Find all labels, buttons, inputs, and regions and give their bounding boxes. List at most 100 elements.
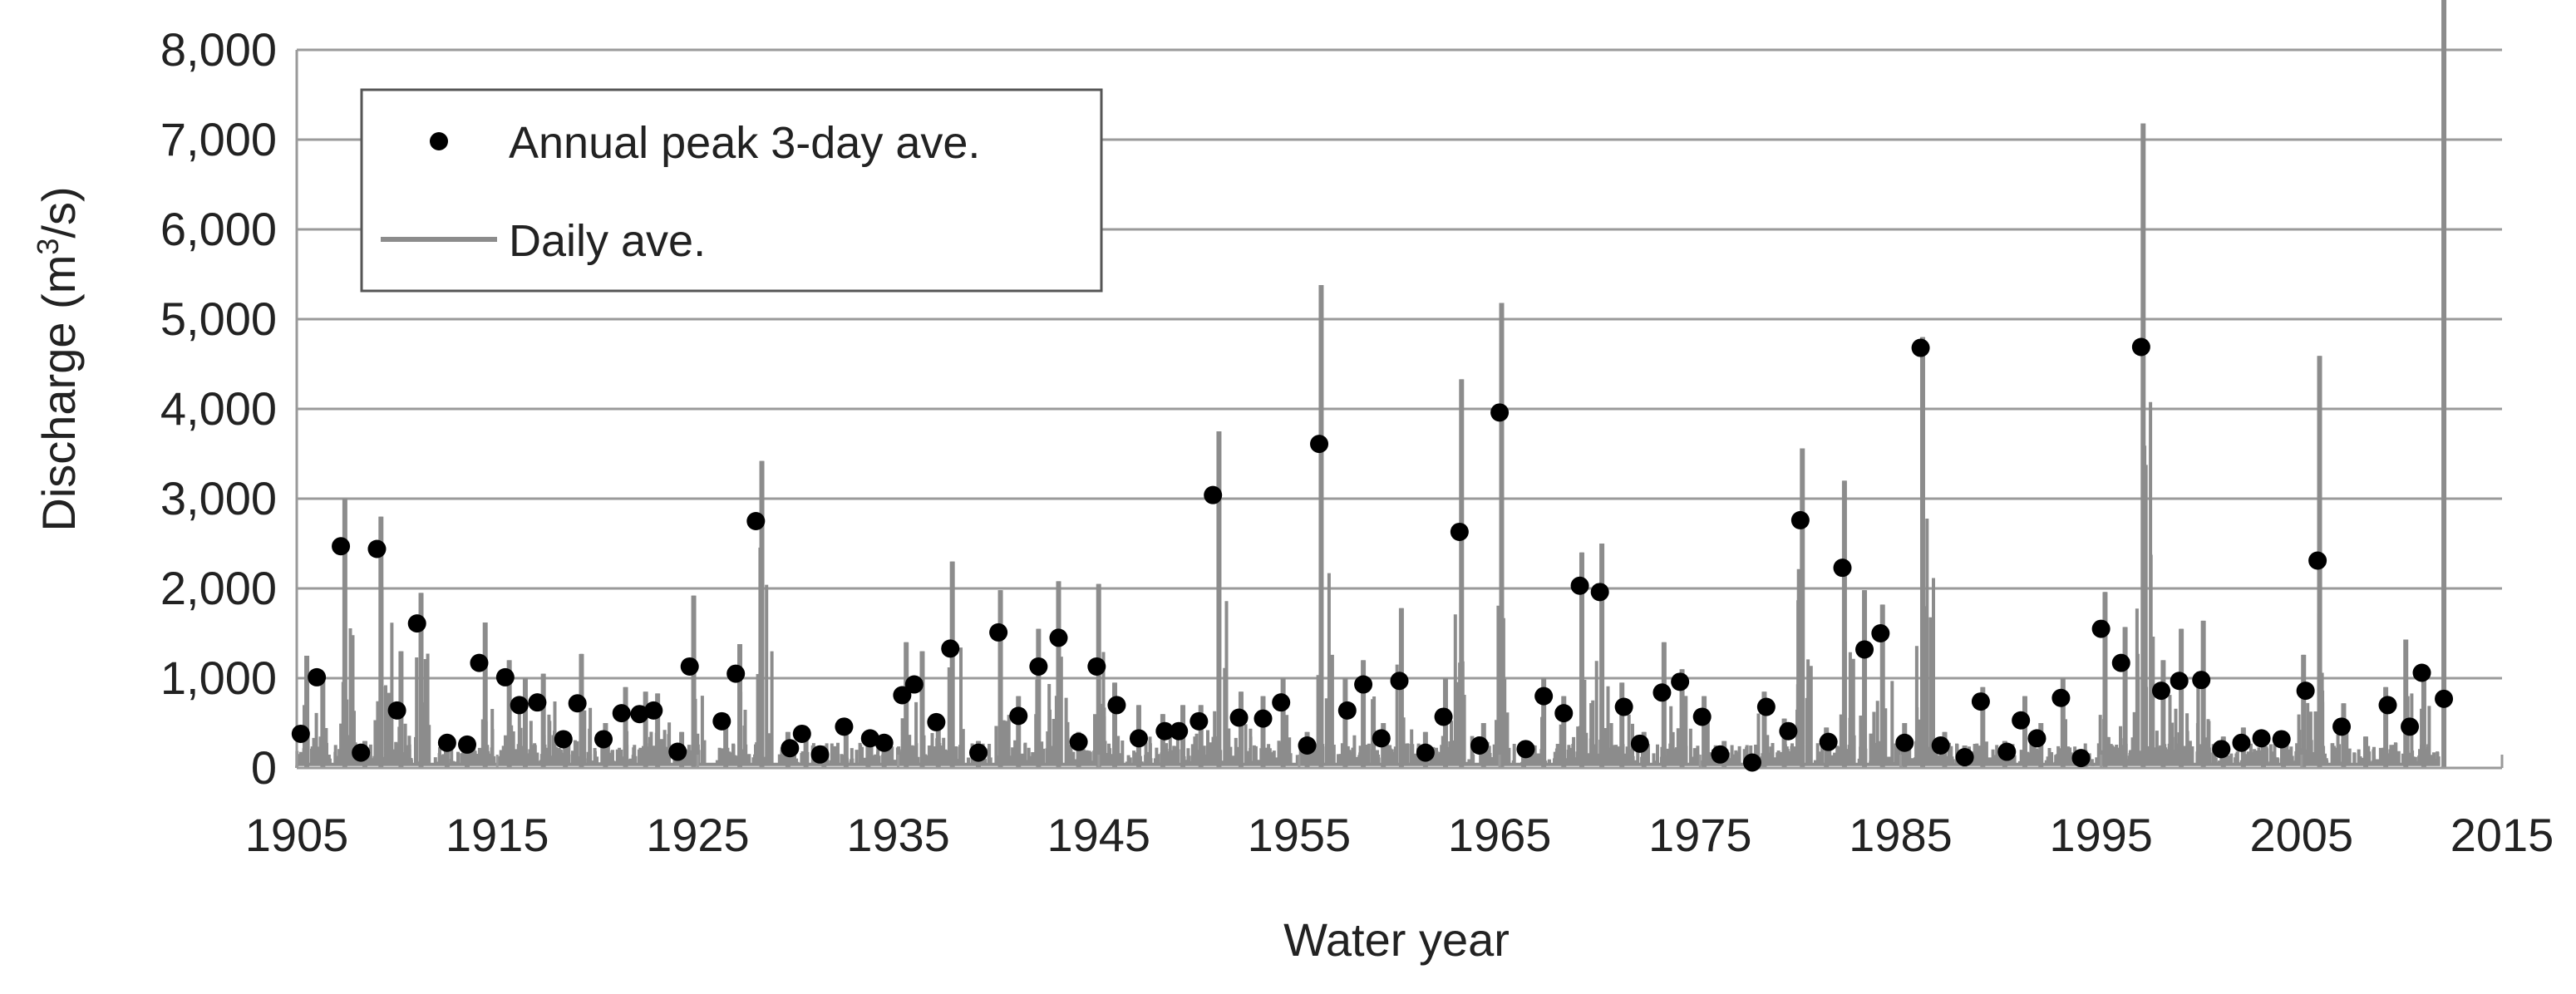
peak-point [1337, 701, 1357, 720]
peak-point [2012, 711, 2031, 730]
peak-point [1614, 697, 1633, 716]
axes [295, 50, 2504, 770]
peak-point [1107, 696, 1126, 715]
peak-point [1971, 692, 1990, 711]
gridlines [297, 48, 2502, 680]
peak-point [1087, 657, 1106, 676]
peak-point [2027, 729, 2047, 748]
peak-point [1254, 709, 1273, 728]
peak-point [1819, 732, 1838, 751]
peak-point [1554, 704, 1574, 723]
peak-point [1871, 624, 1890, 642]
peak-point [1570, 576, 1589, 595]
peak-point [644, 701, 663, 720]
peak-point [727, 664, 746, 683]
y-tick-label: 0 [251, 741, 277, 794]
y-tick-label: 7,000 [160, 113, 277, 165]
legend: Annual peak 3-day ave. Daily ave. [360, 88, 1103, 293]
peak-point [874, 733, 894, 752]
peak-point [1129, 729, 1148, 748]
peak-point [1069, 732, 1088, 751]
x-tick-label: 1975 [1648, 809, 1752, 861]
peak-point [1756, 697, 1776, 716]
legend-peak-marker [430, 132, 448, 150]
peak-point [1997, 742, 2017, 761]
y-axis-title: Discharge (m3/s) [31, 186, 85, 531]
x-tick-label: 2005 [2250, 809, 2354, 861]
peak-point [387, 701, 406, 720]
peak-point [810, 745, 830, 764]
legend-box [360, 88, 1103, 293]
peak-point [941, 639, 960, 658]
peak-point [2412, 663, 2431, 682]
peak-point [712, 711, 731, 731]
peak-point [2401, 717, 2420, 736]
peak-point [2232, 733, 2251, 752]
peak-point [1895, 733, 1914, 752]
peak-point [554, 730, 573, 749]
peak-point [1029, 657, 1048, 676]
peak-point [352, 743, 371, 762]
peak-point [989, 622, 1008, 642]
peak-point [1692, 707, 1712, 726]
y-tick-label: 2,000 [160, 562, 277, 614]
peak-point [2051, 688, 2071, 707]
peak-point [2252, 729, 2271, 748]
peak-point [1534, 686, 1554, 706]
peak-point [1450, 522, 1469, 541]
peak-point [1372, 729, 1391, 748]
legend-peak-label: Annual peak 3-day ave. [509, 118, 980, 168]
y-tick-label: 8,000 [160, 23, 277, 76]
peak-point [332, 537, 351, 556]
peak-point [792, 724, 811, 743]
x-tick-label: 1955 [1248, 809, 1352, 861]
peak-point [1298, 736, 1317, 755]
peak-point [367, 539, 387, 559]
peak-point [2192, 671, 2211, 690]
y-tick-label: 1,000 [160, 652, 277, 704]
x-axis-title: Water year [1283, 913, 1510, 966]
peak-point [1310, 435, 1329, 454]
peak-point [893, 686, 912, 705]
peak-point [437, 733, 456, 752]
peak-point [746, 512, 766, 530]
peak-point [1742, 753, 1761, 772]
x-tick-label: 1965 [1448, 809, 1552, 861]
y-tick-label: 5,000 [160, 293, 277, 345]
x-tick-label: 1995 [2049, 809, 2153, 861]
peak-point [668, 742, 687, 761]
peak-point [291, 724, 310, 743]
peak-point [1009, 706, 1028, 726]
peak-point [1911, 338, 1930, 357]
daily-average-line [295, 123, 2441, 769]
x-tick-labels: 1905 1915 1925 1935 1945 1955 1965 1975 1985 1995… [245, 809, 2554, 861]
peak-point [2111, 653, 2130, 672]
peak-point [1170, 721, 1189, 741]
peak-point [969, 743, 988, 762]
peak-point [2296, 682, 2315, 701]
peak-point [1490, 403, 1510, 422]
peak-point [1189, 711, 1209, 731]
peak-point [1049, 628, 1068, 647]
peak-point [2332, 717, 2352, 736]
peak-point [1516, 740, 1535, 759]
peak-point [2378, 696, 2397, 715]
x-tick-label: 1915 [446, 809, 549, 861]
peak-point [1590, 583, 1609, 602]
x-tick-label: 1945 [1047, 809, 1150, 861]
peak-point [407, 614, 426, 633]
peak-point [1470, 736, 1489, 755]
peak-point [927, 712, 946, 731]
peak-point [1711, 745, 1730, 764]
peak-point [2308, 551, 2327, 570]
x-tick-label: 1905 [245, 809, 349, 861]
x-tick-label: 2015 [2450, 809, 2554, 861]
peak-point [1931, 736, 1950, 755]
y-axis-title-suffix: /s) [32, 186, 85, 238]
y-tick-label: 4,000 [160, 382, 277, 435]
y-tick-label: 6,000 [160, 203, 277, 255]
peak-point [680, 657, 699, 676]
peak-point [594, 730, 613, 749]
peak-point [1272, 693, 1291, 712]
